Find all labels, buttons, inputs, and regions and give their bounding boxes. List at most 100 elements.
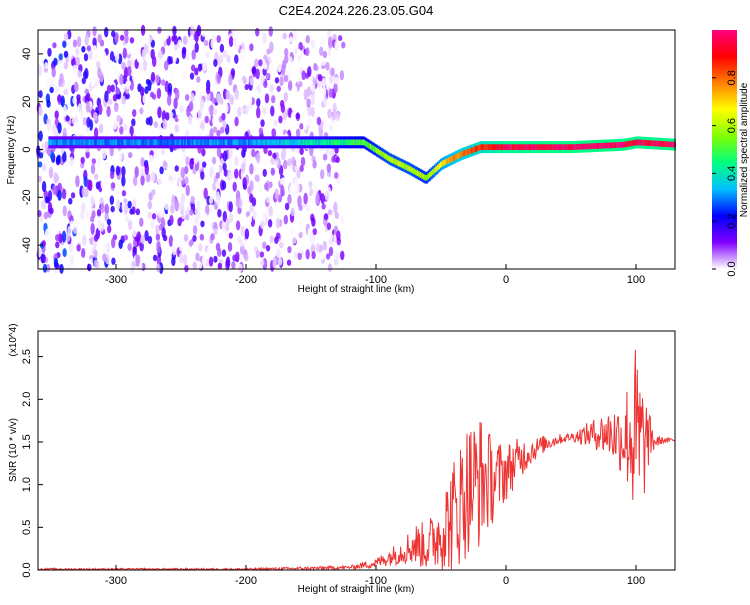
spectrogram-cell — [53, 257, 59, 267]
spectrogram-cell — [45, 264, 51, 273]
spectrogram-cell — [195, 252, 200, 262]
spectrogram-cell — [148, 58, 154, 67]
spectrogram-cell — [129, 208, 134, 215]
spectrogram-ridge-cell — [566, 144, 569, 150]
spectrogram-ridge-cell — [544, 144, 547, 150]
spectrogram-cell — [47, 47, 52, 57]
spectrogram-ridge-cell — [109, 139, 112, 146]
spectrogram-cell — [234, 156, 239, 166]
spectrogram-cell — [251, 66, 256, 75]
spectrogram-cell — [217, 247, 222, 257]
spectrogram-ridge-cell — [337, 139, 339, 146]
spectrogram-cell — [290, 207, 295, 217]
spectrogram-cell — [72, 96, 77, 105]
spectrogram-cell — [119, 73, 124, 86]
spectrogram-cell — [282, 32, 287, 40]
spectrogram-cell — [139, 217, 144, 227]
spectrogram-cell — [63, 50, 69, 58]
spectrogram-ridge-cell — [93, 139, 96, 146]
spectrogram-ridge-cell — [340, 139, 343, 146]
spectrogram-cell — [335, 251, 340, 263]
spectrogram-cell — [87, 171, 93, 181]
spectrogram-ridge-cell — [383, 152, 386, 159]
spectrogram-cell — [221, 180, 227, 190]
spectrogram-cell — [97, 67, 102, 79]
spectrogram-cell — [53, 172, 58, 184]
spectrogram-ridge-cell — [285, 139, 288, 146]
spectrogram-ridge-cell — [454, 154, 456, 161]
spectrogram-cell — [231, 261, 236, 270]
spectrogram-ridge-cell — [511, 144, 514, 150]
spectrogram-ridge-cell — [397, 160, 400, 167]
spectrogram-ridge-cell — [613, 142, 616, 149]
spectrogram-ridge-cell — [49, 139, 52, 146]
spectrogram-cell — [114, 32, 119, 44]
spectrogram-ridge-cell — [595, 143, 598, 149]
spectrogram-ridge-cell — [201, 139, 204, 146]
spectrogram-cell — [56, 155, 61, 164]
spectrogram-ridge-cell — [524, 144, 527, 150]
spectrogram-cell — [224, 223, 230, 232]
spectrogram-cell — [92, 44, 97, 56]
spectrogram-ridge-cell — [234, 139, 237, 146]
spectrogram-ridge-cell — [649, 140, 651, 146]
spectrogram-ridge-cell — [322, 139, 325, 146]
spectrogram-cell — [256, 106, 261, 119]
spectrogram-cell — [306, 98, 311, 109]
spectrogram-ridge-cell — [611, 142, 614, 149]
spectrogram-cell — [68, 241, 74, 253]
spectrogram-cell — [140, 123, 145, 131]
spectrogram-cell — [313, 62, 318, 71]
spectrogram-ridge-cell — [642, 139, 645, 146]
colorbar-tick-label: 0.2 — [726, 214, 738, 229]
spectrogram-cell — [326, 163, 332, 173]
spectrogram-cell — [43, 211, 49, 220]
spectrogram-ridge-cell — [243, 139, 246, 146]
spectrogram-cell — [215, 165, 220, 174]
spectrogram-cell — [321, 86, 327, 98]
spectrogram-cell — [211, 156, 217, 165]
spectrogram-cell — [224, 39, 230, 51]
spectrogram-ridge-cell — [469, 148, 472, 154]
spectrogram-ridge-cell — [274, 139, 277, 146]
spectrogram-ridge-cell — [552, 144, 555, 150]
spectrogram-cell — [254, 58, 259, 68]
spectrogram-ridge-cell — [369, 143, 372, 150]
spectrogram-ridge-cell — [527, 144, 530, 150]
spectrogram-cell — [298, 246, 303, 254]
spectrogram-y-tick-label: 0 — [21, 146, 33, 152]
snr-multiplier: (x10^4) — [8, 323, 19, 356]
spectrogram-cell — [244, 105, 249, 116]
spectrogram-cell — [76, 94, 81, 102]
spectrogram-cell — [240, 105, 245, 114]
spectrogram-ridge-cell — [650, 140, 653, 147]
spectrogram-cell — [63, 61, 69, 70]
spectrogram-ridge-cell — [56, 139, 59, 146]
spectrogram-cell — [295, 227, 301, 234]
spectrogram-cell — [185, 51, 190, 62]
spectrogram-cell — [317, 74, 323, 82]
spectrogram-cell — [160, 148, 166, 155]
spectrogram-cell — [315, 243, 321, 252]
spectrogram-ridge-cell — [634, 139, 637, 146]
spectrogram-y-tick-label: 40 — [21, 48, 33, 60]
spectrogram-ridge-cell — [269, 139, 272, 146]
spectrogram-ridge-cell — [616, 142, 619, 148]
spectrogram-cell — [194, 30, 199, 43]
spectrogram-ridge-cell — [541, 144, 544, 150]
spectrogram-cell — [324, 190, 330, 201]
spectrogram-cell — [244, 228, 250, 240]
spectrogram-cell — [295, 112, 300, 120]
spectrogram-ridge-cell — [59, 139, 62, 146]
spectrogram-cell — [194, 208, 199, 215]
spectrogram-cell — [232, 181, 237, 192]
spectrogram-cell — [255, 152, 261, 164]
spectrogram-ridge-cell — [474, 146, 477, 153]
spectrogram-ridge-cell — [449, 156, 452, 163]
spectrogram-cell — [280, 185, 285, 197]
spectrogram-cell — [37, 175, 42, 183]
spectrogram-cell — [266, 196, 271, 203]
spectrogram-ridge-cell — [157, 139, 160, 146]
spectrogram-cell — [262, 168, 267, 177]
